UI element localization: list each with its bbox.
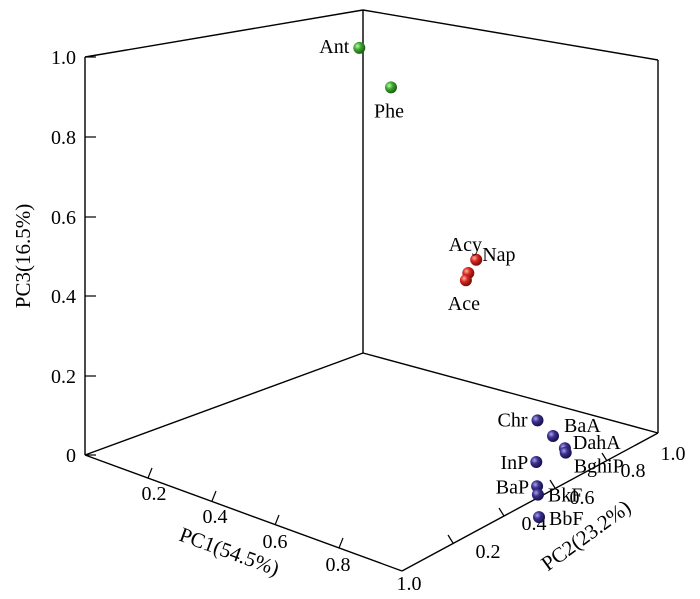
z-tick-label: 0.4 [51, 286, 76, 308]
pc1-tick-label: 1.0 [397, 573, 422, 595]
data-label-bkf: BkF [548, 485, 582, 507]
pc2-tick [549, 479, 556, 489]
pc1-tick-label: 0.6 [263, 531, 288, 553]
data-point-bbf [533, 511, 545, 524]
pc1-tick-label: 0.2 [142, 483, 167, 505]
pc1-tick-label: 0.4 [203, 506, 228, 528]
pc1-tick [147, 467, 153, 479]
data-label-acy: Acy [449, 234, 482, 256]
pc1-tick-label: 0.8 [326, 554, 351, 576]
pc2-tick [498, 507, 505, 517]
data-label-ace: Ace [448, 293, 480, 315]
data-point-nap [470, 253, 483, 266]
back-bottom-right-edge [362, 352, 659, 434]
pc2-tick [601, 452, 608, 462]
data-label-bap: BaP [496, 476, 529, 498]
pc2-axis-line [401, 432, 659, 572]
data-label-phe: Phe [374, 100, 404, 122]
data-label-nap: Nap [482, 244, 515, 266]
back-top-left-edge [84, 9, 364, 58]
z-tick-label: 0.2 [51, 366, 76, 388]
data-point-inp [530, 456, 543, 468]
z-tick-label: 0.6 [51, 207, 76, 229]
back-bottom-left-edge [84, 352, 364, 456]
data-point-bkf [531, 488, 544, 501]
data-point-bghip [559, 446, 572, 459]
z-tick-label: 0 [66, 445, 76, 467]
data-label-inp: InP [501, 452, 529, 474]
pc1-axis-line [84, 454, 403, 572]
z-tick-label: 0.8 [51, 127, 76, 149]
data-point-ant [353, 41, 366, 54]
data-point-chr [531, 414, 544, 427]
z-axis: 0 0.2 0.4 0.6 0.8 1.0 PC3(16.5%) [11, 47, 96, 467]
back-top-right-edge [362, 9, 659, 61]
pc1-tick [274, 514, 280, 526]
z-axis-title: PC3(16.5%) [11, 204, 35, 308]
data-points [353, 41, 572, 524]
data-label-daha: DahA [573, 432, 621, 454]
data-point-ace [459, 274, 472, 287]
pc2-tick [447, 534, 454, 544]
data-label-bghip: BghiP [574, 456, 624, 478]
pc2-tick-label: 1.0 [661, 443, 686, 465]
data-label-ant: Ant [319, 36, 349, 58]
axes-frame [84, 9, 659, 572]
pc1-tick [211, 490, 217, 502]
pc2-tick-label: 0.2 [476, 541, 501, 563]
pc2-tick-label: 0.8 [621, 460, 646, 482]
data-label-bbf: BbF [549, 508, 583, 530]
pc1-tick [338, 537, 344, 549]
data-point-phe [385, 81, 397, 94]
pc2-tick-label: 0.6 [570, 487, 595, 509]
data-point-baa [547, 430, 559, 442]
pc1-axis: 0.2 0.4 0.6 0.8 1.0 PC1(54.5%) [142, 467, 422, 595]
data-label-baa: BaA [564, 415, 601, 437]
data-label-chr: Chr [498, 409, 528, 431]
z-tick-label: 1.0 [51, 47, 76, 69]
